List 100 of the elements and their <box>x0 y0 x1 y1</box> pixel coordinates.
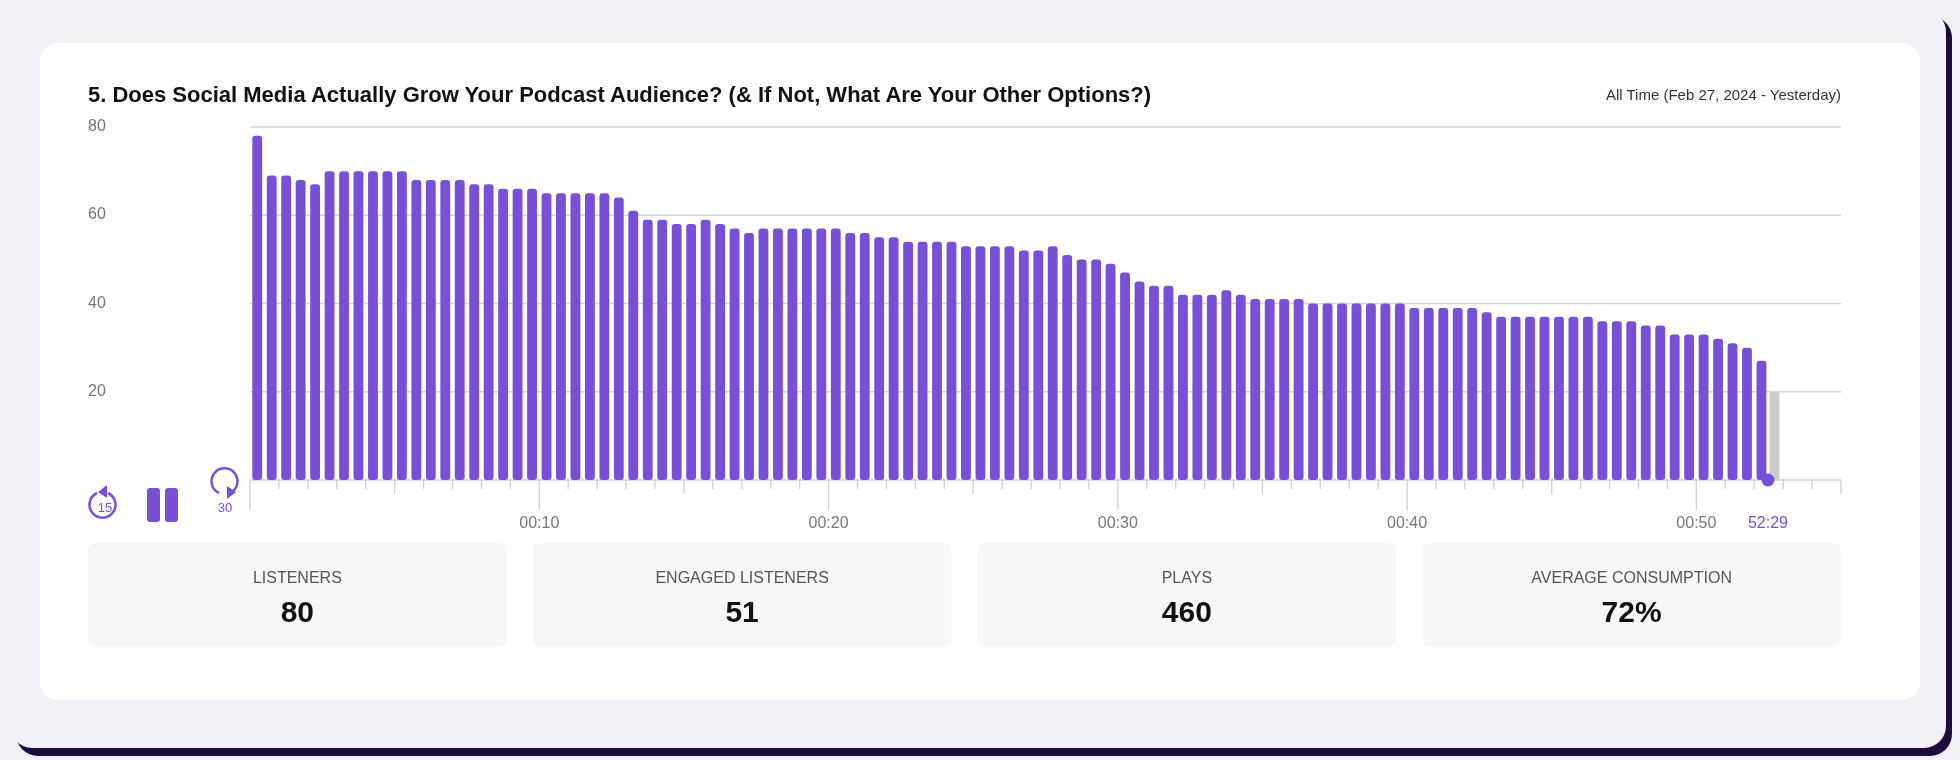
bar <box>1134 281 1145 480</box>
bar <box>1409 307 1420 480</box>
bar <box>1380 303 1391 480</box>
bar <box>1698 334 1709 480</box>
bar <box>1163 285 1174 480</box>
bar <box>1481 312 1492 480</box>
x-tick-label: 00:20 <box>808 514 849 531</box>
bar <box>469 184 480 480</box>
bar <box>570 193 581 480</box>
bar <box>1452 307 1463 480</box>
bar <box>989 246 1000 480</box>
bar <box>657 219 668 480</box>
bar <box>613 197 624 480</box>
bar <box>396 171 407 480</box>
bar <box>1438 307 1449 480</box>
bar <box>1062 254 1073 480</box>
bar <box>729 228 740 480</box>
bar <box>498 188 509 480</box>
bar <box>773 228 783 480</box>
bar <box>1742 347 1752 480</box>
bar <box>1105 263 1116 480</box>
bar <box>1177 294 1188 480</box>
bar <box>382 171 393 480</box>
text: LISTENERS <box>252 569 342 586</box>
bar <box>1582 316 1593 480</box>
bar <box>816 228 827 480</box>
bar <box>556 193 566 480</box>
bar <box>266 175 277 480</box>
bar <box>368 171 378 480</box>
bar <box>1033 250 1044 480</box>
bar <box>845 232 856 480</box>
bar <box>353 171 364 480</box>
bar <box>671 224 682 480</box>
bar <box>1091 259 1102 480</box>
bar <box>339 171 349 480</box>
bar <box>1120 272 1130 480</box>
bar <box>541 193 552 480</box>
bar <box>512 188 523 480</box>
bar <box>1250 299 1261 480</box>
bar <box>1221 290 1232 480</box>
bar <box>874 237 885 480</box>
bar <box>1279 299 1290 480</box>
bar <box>1308 303 1318 480</box>
bar <box>310 184 320 480</box>
text: 460 <box>1161 595 1212 628</box>
bar <box>440 179 451 480</box>
y-tick-label: 60 <box>88 205 106 223</box>
bar <box>1423 307 1434 480</box>
bar <box>975 246 986 480</box>
bar <box>1713 338 1723 480</box>
bar <box>830 228 841 480</box>
bar <box>946 241 957 480</box>
bar <box>411 179 422 480</box>
bar <box>454 179 465 480</box>
text: ENGAGED LISTENERS <box>655 569 829 586</box>
bar <box>686 224 697 480</box>
bar <box>1510 316 1521 480</box>
chart-subtitle: All Time (Feb 27, 2024 - Yesterday) <box>1605 86 1841 103</box>
bar <box>1047 246 1058 480</box>
bar <box>903 241 914 480</box>
bar <box>281 175 292 480</box>
bar <box>1568 316 1579 480</box>
bar <box>1235 294 1246 480</box>
bar <box>859 232 870 480</box>
bar <box>1669 334 1680 480</box>
bar <box>425 179 436 480</box>
chart-title: 5. Does Social Media Actually Grow Your Podcast Audience? (& If Not, What Are Your Other Options?) <box>88 82 1152 107</box>
bar <box>295 179 306 480</box>
bar <box>700 219 711 480</box>
bar <box>1018 250 1029 480</box>
text: 52:29 <box>1747 514 1789 531</box>
bar <box>1394 303 1405 480</box>
x-tick-label: 00:30 <box>1097 514 1138 531</box>
bar <box>1640 325 1651 480</box>
bar <box>527 188 537 480</box>
bar <box>888 237 899 480</box>
bar <box>787 228 798 480</box>
bar <box>1597 321 1608 480</box>
bar <box>642 219 653 480</box>
bar <box>1264 299 1275 480</box>
x-tick-label: 00:50 <box>1676 514 1717 531</box>
bar <box>932 241 942 480</box>
text: 80 <box>280 595 315 628</box>
bar <box>1727 343 1738 480</box>
bar <box>917 241 928 480</box>
bar <box>758 228 769 480</box>
bar <box>1192 294 1203 480</box>
bar <box>1351 303 1362 480</box>
bar <box>1525 316 1535 480</box>
y-tick-label: 80 <box>88 117 106 135</box>
bar <box>1496 316 1507 480</box>
bar <box>1611 321 1622 480</box>
text: PLAYS <box>1161 569 1213 586</box>
bar <box>1554 316 1564 480</box>
bar <box>801 228 812 480</box>
y-tick-label: 20 <box>88 381 106 399</box>
bar <box>1684 334 1695 480</box>
bar <box>483 184 494 480</box>
bar <box>1293 299 1304 480</box>
text: 72% <box>1601 595 1662 628</box>
